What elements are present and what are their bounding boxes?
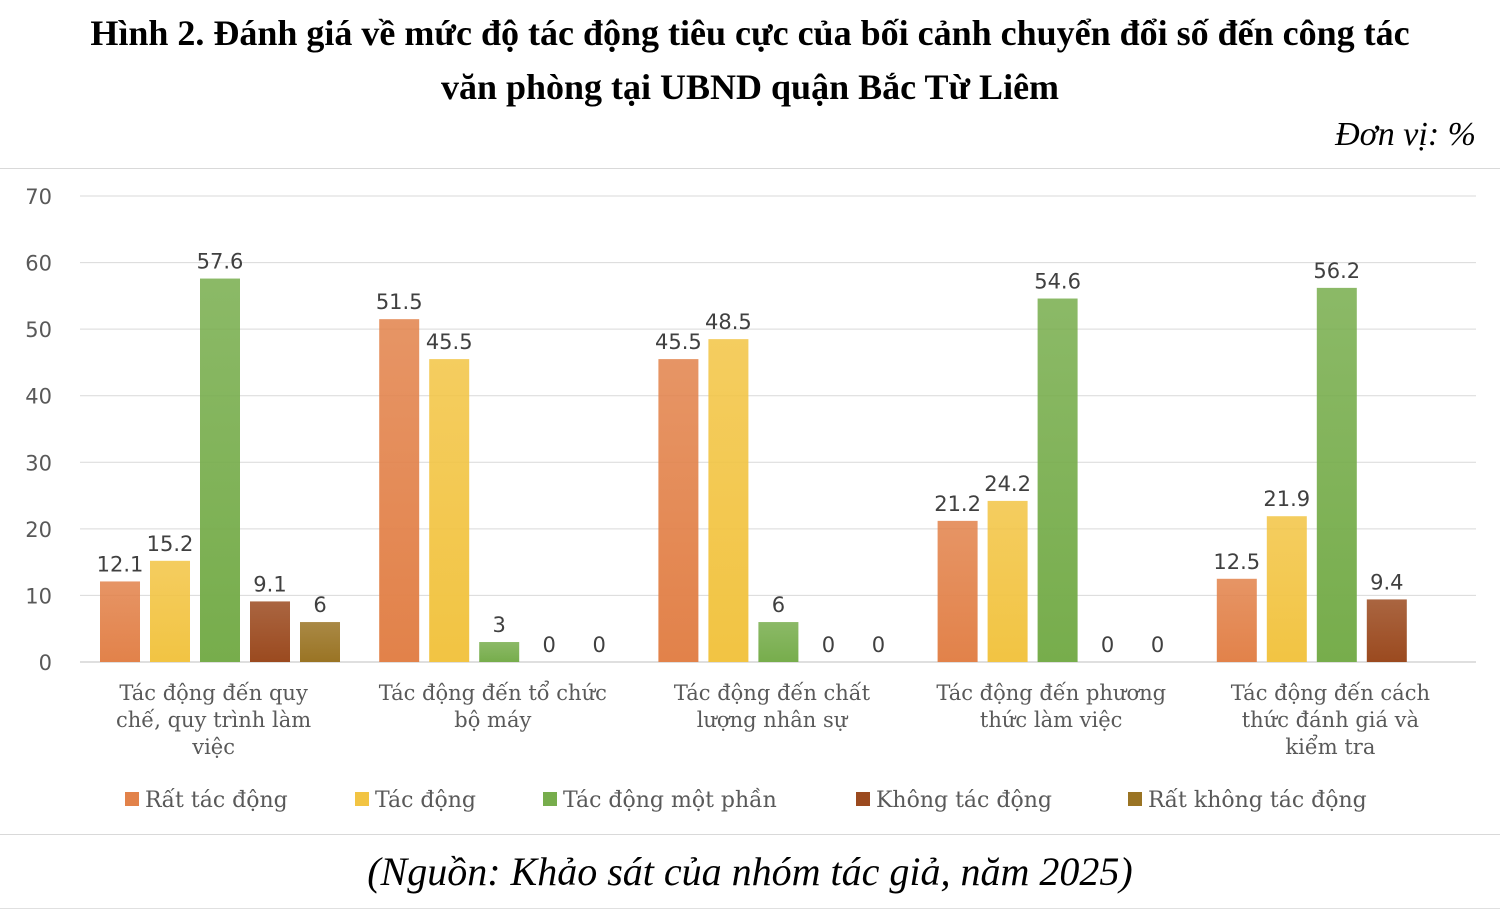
legend-swatch-2 — [543, 792, 557, 806]
legend-swatch-3 — [856, 792, 870, 806]
bar-cat0-series2 — [200, 278, 240, 662]
bottom-divider — [0, 908, 1500, 909]
data-label-cat3-series1: 24.2 — [984, 472, 1031, 496]
bar-cat4-series0 — [1216, 578, 1257, 662]
data-label-cat4-series1: 21.9 — [1263, 487, 1310, 511]
data-label-cat1-series0: 51.5 — [376, 290, 423, 314]
category-label-0: Tác động đến quy chế, quy trình làm việc — [116, 681, 311, 759]
bar-cat3-series0 — [937, 520, 978, 662]
data-label-cat0-series3: 9.1 — [253, 572, 286, 596]
unit-label: Đơn vị: % — [1335, 116, 1476, 153]
bar-cat0-series4 — [300, 622, 340, 662]
bar-cat1-series2 — [479, 642, 520, 662]
y-tick-label-0: 0 — [39, 651, 52, 675]
bar-cat2-series0 — [658, 359, 699, 662]
data-label-cat1-series2: 3 — [493, 613, 506, 637]
bar-cat4-series3 — [1366, 599, 1407, 662]
data-label-cat0-series0: 12.1 — [97, 552, 144, 576]
data-label-cat4-series3: 9.4 — [1370, 570, 1403, 594]
bar-cat4-series1 — [1266, 516, 1307, 662]
bar-cat4-series2 — [1316, 287, 1357, 662]
source-note: (Nguồn: Khảo sát của nhóm tác giả, năm 2… — [367, 849, 1133, 894]
bar-cat3-series2 — [1037, 298, 1078, 662]
y-tick-label-20: 20 — [25, 518, 52, 542]
legend-label-3: Không tác động — [876, 788, 1052, 813]
data-label-cat2-series0: 45.5 — [655, 330, 702, 354]
data-label-cat2-series4: 0 — [872, 633, 885, 657]
data-label-cat1-series1: 45.5 — [426, 330, 473, 354]
y-tick-label-70: 70 — [25, 185, 52, 209]
data-label-cat1-series3: 0 — [543, 633, 556, 657]
data-label-cat0-series2: 57.6 — [197, 250, 244, 274]
y-tick-label-40: 40 — [25, 385, 52, 409]
legend-label-2: Tác động một phần — [563, 787, 777, 813]
category-label-3: Tác động đến phương thức làm việc — [936, 681, 1166, 732]
y-tick-label-10: 10 — [25, 584, 52, 608]
legend-label-4: Rất không tác động — [1148, 787, 1367, 813]
title-line-2: văn phòng tại UBND quận Bắc Từ Liêm — [440, 67, 1060, 107]
data-label-cat3-series0: 21.2 — [934, 492, 981, 516]
chart-frame — [0, 168, 1500, 835]
y-tick-label-50: 50 — [25, 318, 52, 342]
y-tick-label-30: 30 — [25, 451, 52, 475]
legend-label-1: Tác động — [375, 788, 476, 813]
chart-title: Hình 2. Đánh giá về mức độ tác động tiêu… — [0, 6, 1500, 114]
data-label-cat3-series3: 0 — [1101, 633, 1114, 657]
bar-cat0-series3 — [250, 601, 290, 662]
data-label-cat4-series2: 56.2 — [1313, 259, 1360, 283]
title-line-1: Hình 2. Đánh giá về mức độ tác động tiêu… — [90, 13, 1410, 53]
legend-swatch-4 — [1128, 792, 1142, 806]
data-label-cat2-series1: 48.5 — [705, 310, 752, 334]
data-label-cat0-series4: 6 — [313, 593, 326, 617]
category-label-4: Tác động đến cách thức đánh giá và kiểm tr… — [1231, 681, 1430, 759]
category-label-2: Tác động đến chất lượng nhân sự — [674, 681, 871, 732]
data-label-cat2-series2: 6 — [772, 593, 785, 617]
data-label-cat1-series4: 0 — [593, 633, 606, 657]
bar-cat0-series1 — [150, 560, 190, 662]
legend-swatch-1 — [355, 792, 369, 806]
data-label-cat0-series1: 15.2 — [147, 532, 194, 556]
y-tick-label-60: 60 — [25, 252, 52, 276]
legend-label-0: Rất tác động — [145, 787, 288, 813]
data-label-cat3-series4: 0 — [1151, 633, 1164, 657]
category-label-1: Tác động đến tổ chức bộ máy — [379, 681, 607, 732]
data-label-cat2-series3: 0 — [822, 633, 835, 657]
data-label-cat3-series2: 54.6 — [1034, 270, 1081, 294]
bar-cat3-series1 — [987, 500, 1028, 662]
data-label-cat4-series0: 12.5 — [1213, 550, 1260, 574]
bar-cat1-series1 — [429, 359, 470, 662]
bar-cat0-series0 — [100, 581, 140, 662]
bar-cat2-series2 — [758, 622, 799, 662]
bar-cat1-series0 — [379, 319, 420, 662]
bar-cat2-series1 — [708, 339, 749, 662]
legend-swatch-0 — [125, 792, 139, 806]
